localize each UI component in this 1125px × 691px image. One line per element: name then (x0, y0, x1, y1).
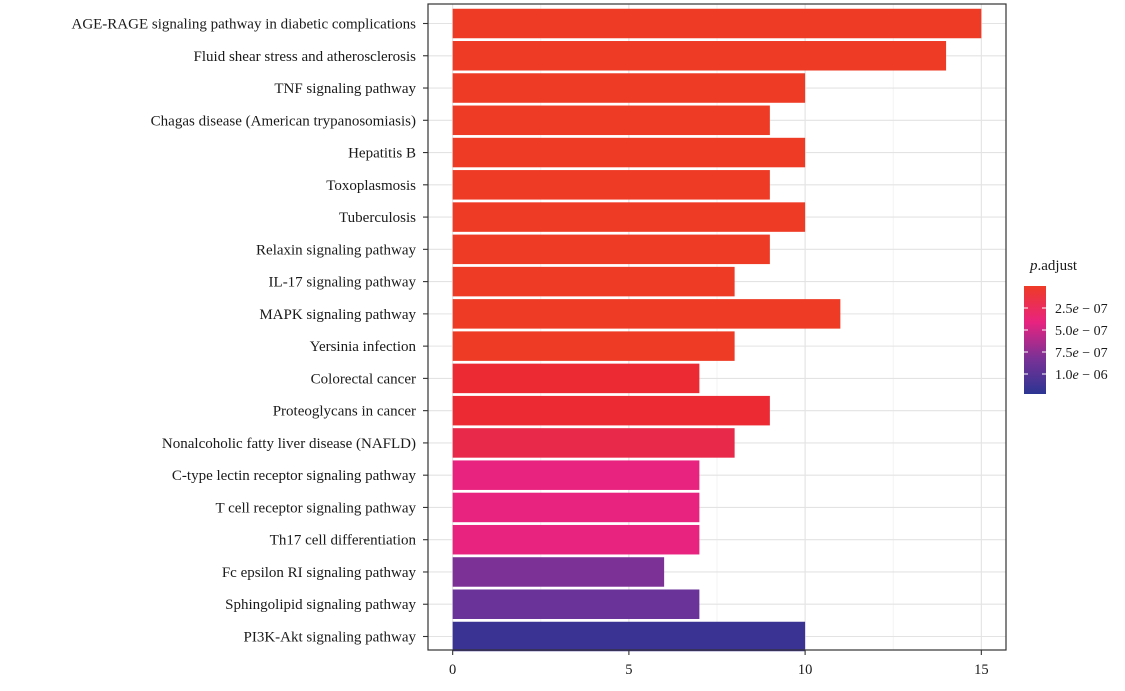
category-label: Hepatitis B (348, 146, 416, 162)
bar (452, 8, 982, 39)
legend-label: 5.0e − 07 (1055, 324, 1108, 339)
bar (452, 137, 806, 168)
bar (452, 363, 700, 394)
plot-panel-border (427, 3, 1007, 651)
bar (452, 395, 770, 426)
category-label: C-type lectin receptor signaling pathway (172, 468, 417, 484)
bar (452, 557, 665, 587)
bar (452, 492, 700, 523)
category-labels: AGE-RAGE signaling pathway in diabetic c… (71, 17, 428, 646)
category-label: Toxoplasmosis (326, 178, 416, 194)
bar (452, 331, 735, 361)
category-label: T cell receptor signaling pathway (216, 500, 417, 516)
bar (452, 105, 770, 136)
category-label: Th17 cell differentiation (270, 533, 417, 549)
category-label: PI3K-Akt signaling pathway (244, 630, 417, 646)
category-label: Relaxin signaling pathway (256, 242, 416, 258)
bar (452, 41, 947, 71)
bar (452, 299, 841, 329)
category-label: MAPK signaling pathway (259, 307, 416, 323)
category-label: Proteoglycans in cancer (273, 404, 416, 420)
bar (452, 266, 735, 297)
legend-label: 7.5e − 07 (1055, 346, 1108, 361)
bar (452, 170, 770, 200)
legend-title: p.adjust (1029, 258, 1078, 274)
bar (452, 428, 735, 458)
category-label: Fc epsilon RI signaling pathway (222, 565, 417, 581)
bar (452, 524, 700, 555)
bar (452, 73, 806, 103)
x-tick-label: 5 (625, 662, 632, 678)
category-label: AGE-RAGE signaling pathway in diabetic c… (71, 17, 416, 33)
x-tick-label: 0 (449, 662, 456, 678)
category-label: IL-17 signaling pathway (269, 275, 417, 291)
x-tick-label: 10 (798, 662, 813, 678)
legend-label: 1.0e − 06 (1055, 368, 1108, 383)
category-label: Tuberculosis (339, 210, 416, 226)
x-axis-ticks: 0 5 10 15 (449, 650, 989, 678)
color-legend: p.adjust 2.5e − 07 5.0e − 07 7.5e − 07 1.0e … (1024, 258, 1108, 394)
category-label: TNF signaling pathway (274, 81, 416, 97)
bar (452, 202, 806, 232)
category-label: Colorectal cancer (311, 371, 416, 387)
category-label: Fluid shear stress and atherosclerosis (194, 49, 417, 65)
bar (452, 234, 770, 265)
legend-label: 2.5e − 07 (1055, 302, 1108, 317)
category-label: Sphingolipid signaling pathway (225, 597, 416, 613)
x-tick-label: 15 (974, 662, 989, 678)
bar (452, 460, 700, 490)
category-label: Nonalcoholic fatty liver disease (NAFLD) (162, 436, 416, 452)
bar (452, 621, 806, 652)
category-label: Chagas disease (American trypanosomiasis… (151, 113, 416, 129)
bars (452, 8, 982, 652)
bar (452, 589, 700, 619)
legend-colorbar (1024, 286, 1046, 394)
category-label: Yersinia infection (310, 339, 417, 355)
